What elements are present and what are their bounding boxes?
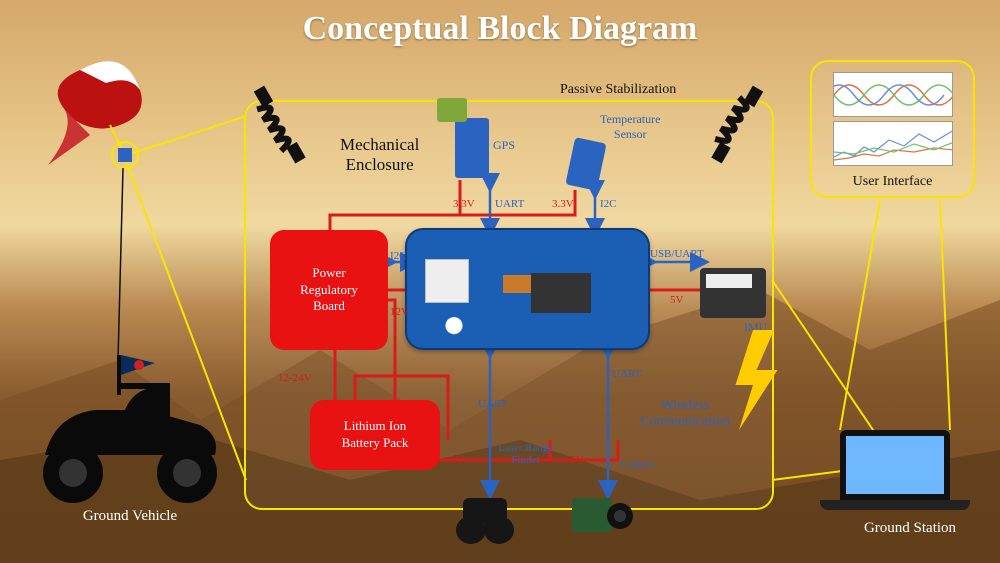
v12-24: 12-24V (278, 372, 312, 384)
balloon-kite (40, 55, 190, 220)
wireless-comm-label: Wireless Communication (640, 398, 730, 430)
damper-right-icon (695, 78, 780, 178)
mechanical-enclosure-label: Mechanical Enclosure (340, 135, 419, 175)
ui-chart-bottom (833, 121, 953, 166)
v12: 12V (390, 306, 409, 318)
usb-uart: USB/UART (650, 248, 704, 260)
laser-label: Laser Range Finder (498, 442, 553, 466)
lightning-icon (732, 330, 788, 445)
v33-b: 3.3V (552, 198, 574, 210)
battery-pack: Lithium Ion Battery Pack (310, 400, 440, 470)
v33-a: 3.3V (453, 198, 475, 210)
laptop-icon (840, 430, 970, 510)
page-title: Conceptual Block Diagram (0, 10, 1000, 48)
v5-cam: 5V (570, 454, 583, 466)
gps-module-icon (455, 118, 489, 178)
i2c-pwr: I2C (390, 250, 407, 262)
gps-label: GPS (493, 138, 515, 153)
i2c-temp: I2C (600, 198, 617, 210)
damper-left-icon (238, 78, 323, 178)
camera-icon (570, 492, 634, 538)
ground-vehicle-icon (25, 345, 230, 520)
laser-range-finder-icon (453, 490, 517, 546)
v5-laser: 5V (450, 454, 463, 466)
power-regulatory-board: Power Regulatory Board (270, 230, 388, 350)
passive-stabilization-label: Passive Stabilization (560, 82, 676, 98)
ground-vehicle-label: Ground Vehicle (50, 508, 210, 525)
user-interface-label: User Interface (853, 174, 933, 190)
temp-sensor-label: Temperature Sensor (600, 112, 660, 142)
imu-icon (700, 268, 766, 318)
v5-imu: 5V (670, 294, 683, 306)
uart-cam: UART (612, 368, 641, 380)
user-interface-box: User Interface (810, 60, 975, 198)
mcu-board (405, 228, 650, 350)
camera-label: Camera (620, 458, 654, 470)
uart-laser: UART (478, 398, 507, 410)
ui-chart-top (833, 72, 953, 117)
ground-station-label: Ground Station (840, 520, 980, 537)
uart-gps: UART (495, 198, 524, 210)
